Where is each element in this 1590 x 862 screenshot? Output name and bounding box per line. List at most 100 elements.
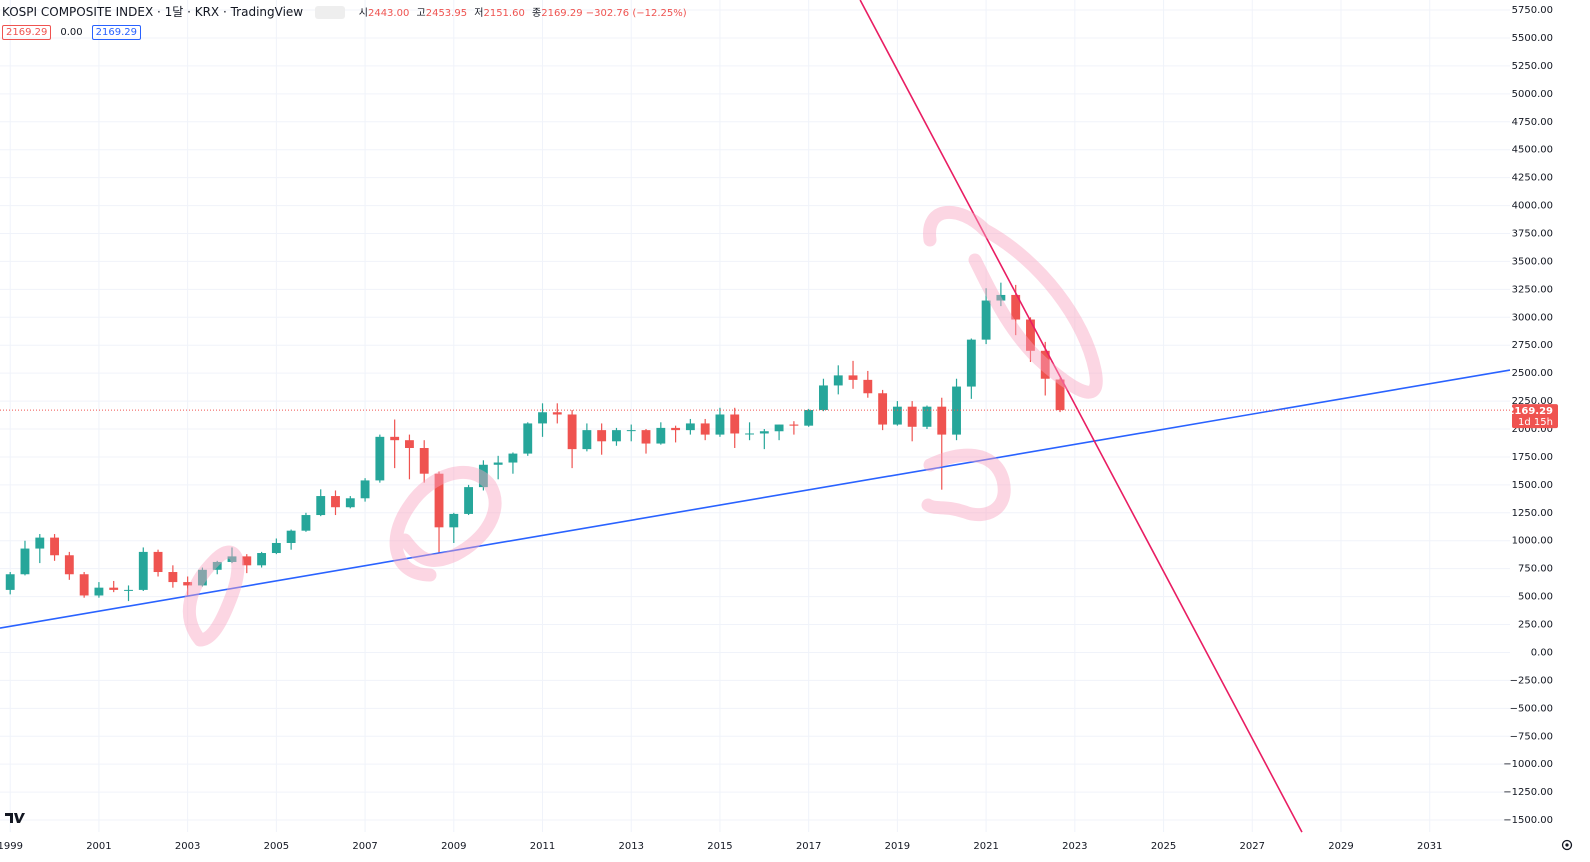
- y-tick-label: 4000.00: [1512, 201, 1553, 212]
- scribble: [923, 205, 1103, 399]
- y-tick-label: 3500.00: [1512, 256, 1553, 267]
- x-tick-label: 2027: [1240, 841, 1265, 852]
- y-tick-label: −1500.00: [1503, 815, 1553, 826]
- badge: 2169.29: [2, 25, 52, 40]
- x-tick-label: 2021: [973, 841, 998, 852]
- candle-body: [552, 412, 562, 415]
- candle-body: [789, 424, 799, 426]
- candle-body: [419, 448, 429, 474]
- y-tick-label: 5500.00: [1512, 33, 1553, 44]
- candle-body: [715, 414, 725, 435]
- x-tick-label: 1999: [0, 841, 23, 852]
- trend-line: [859, 0, 1303, 833]
- ohlc-key: 저: [474, 8, 484, 19]
- x-tick-label: 2031: [1417, 841, 1442, 852]
- candle-body: [966, 339, 976, 387]
- candle-body: [922, 406, 932, 427]
- x-tick-label: 2025: [1151, 841, 1176, 852]
- candle-body: [375, 436, 385, 481]
- candle-body: [656, 427, 666, 444]
- x-tick-label: 2005: [264, 841, 289, 852]
- ohlc-key: 고: [416, 8, 426, 19]
- scribble: [389, 465, 502, 582]
- y-tick-label: 250.00: [1518, 620, 1553, 631]
- symbol-title: KOSPI COMPOSITE INDEX · 1달 · KRX · Tradi…: [2, 5, 304, 19]
- candle-body: [405, 440, 414, 449]
- candle-body: [612, 430, 621, 442]
- y-tick-label: 2750.00: [1512, 340, 1553, 351]
- candle-body: [907, 406, 917, 427]
- y-tick-label: 0.00: [1531, 647, 1553, 658]
- y-tick-label: 3000.00: [1512, 312, 1553, 323]
- candle-body: [759, 431, 769, 434]
- candle-body: [50, 537, 59, 556]
- candle-body: [626, 430, 636, 432]
- change: −302.76 (−12.25%): [585, 8, 687, 19]
- candle-body: [863, 379, 873, 394]
- x-tick-label: 2019: [885, 841, 910, 852]
- candle-body: [567, 414, 577, 450]
- candle-body: [153, 551, 163, 573]
- candle-body: [538, 412, 547, 424]
- badge: 0.00: [60, 27, 83, 38]
- candle-body: [301, 515, 311, 531]
- ohlc-value: 2443.00: [367, 8, 410, 19]
- x-tick-label: 2009: [441, 841, 466, 852]
- y-tick-label: −750.00: [1510, 731, 1553, 742]
- y-tick-label: 500.00: [1518, 592, 1553, 603]
- price-label: 2169.29: [1507, 406, 1553, 417]
- x-tick-label: 2023: [1062, 841, 1087, 852]
- x-tick-label: 2029: [1328, 841, 1353, 852]
- gear[interactable]: [1561, 839, 1573, 851]
- y-tick-label: −500.00: [1510, 703, 1553, 714]
- candle-body: [360, 480, 370, 499]
- gear-center[interactable]: [1565, 843, 1569, 847]
- candle-body: [197, 569, 207, 586]
- candle-body: [833, 375, 843, 386]
- candle-body: [952, 386, 961, 435]
- y-tick-label: 1750.00: [1512, 452, 1553, 463]
- candle-body: [937, 406, 947, 435]
- y-tick-label: 1500.00: [1512, 480, 1553, 491]
- settings-icon[interactable]: [1561, 839, 1573, 851]
- candle-body: [464, 487, 474, 514]
- trend-line: [0, 369, 1511, 629]
- candle-body: [64, 555, 74, 575]
- ohlc-value: 2169.29: [541, 8, 583, 19]
- candle-body: [981, 300, 991, 340]
- indicator-badges: 2169.29 0.00 2169.29: [2, 25, 147, 40]
- y-tick-label: 3750.00: [1512, 229, 1553, 240]
- candle-body: [316, 496, 326, 516]
- candle-body: [227, 556, 237, 562]
- badge: 2169.29: [91, 25, 141, 40]
- candle-body: [449, 513, 459, 528]
- candle-body: [5, 574, 15, 590]
- ohlc-key: 종: [532, 8, 542, 19]
- y-tick-label: 4500.00: [1512, 145, 1553, 156]
- y-tick-label: 5250.00: [1512, 61, 1553, 72]
- candle-body: [671, 427, 681, 431]
- candle-body: [168, 572, 178, 583]
- grid: [0, 0, 1510, 832]
- candle-body: [774, 424, 784, 432]
- candle-body: [331, 496, 340, 508]
- x-tick-label: 2003: [175, 841, 200, 852]
- toggle[interactable]: [314, 6, 345, 19]
- x-tick-label: 2013: [619, 841, 644, 852]
- candle-body: [257, 553, 267, 566]
- candle-body: [700, 423, 710, 435]
- ohlc-value: 2453.95: [425, 8, 468, 19]
- price-label-box: [1512, 404, 1558, 429]
- candle-body: [597, 430, 607, 442]
- candle-body: [819, 385, 828, 411]
- y-tick-label: 1250.00: [1512, 508, 1553, 519]
- candle-body: [109, 587, 119, 590]
- candle-body: [94, 587, 104, 596]
- candle-body: [1011, 294, 1021, 320]
- candle-body: [390, 436, 400, 441]
- candle-body: [271, 542, 281, 554]
- candle-body: [183, 582, 193, 586]
- candle-body: [124, 589, 133, 591]
